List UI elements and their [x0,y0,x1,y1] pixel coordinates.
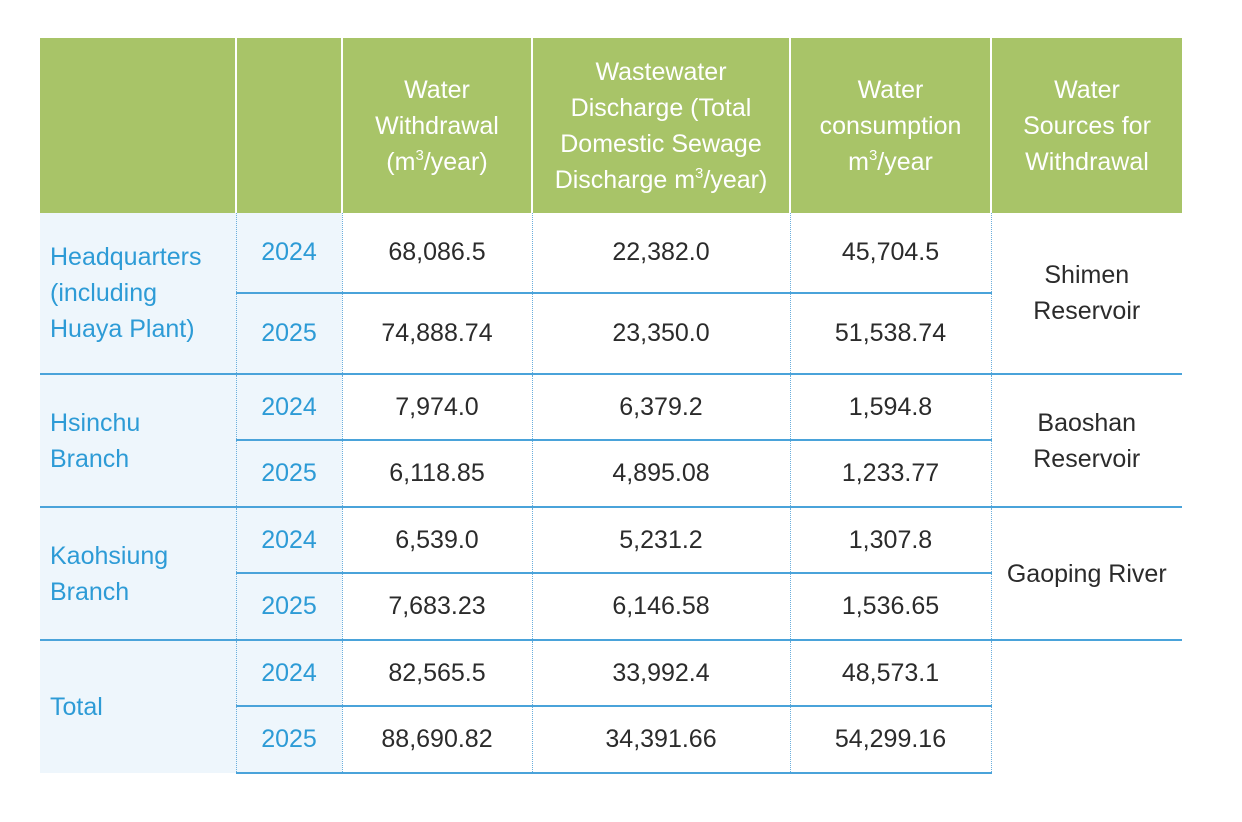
table-row: 2025 7,683.23 6,146.58 1,536.65 [40,572,1182,640]
consumption-cell: 1,594.8 [789,373,991,440]
header-water-consumption: Water consumption m3/year [789,38,991,213]
table-row: 2025 74,888.74 23,350.0 51,538.74 [40,292,1182,374]
consumption-cell: 48,573.1 [789,639,991,706]
withdrawal-cell: 7,974.0 [341,373,532,440]
withdrawal-cell: 82,565.5 [341,639,532,706]
discharge-cell: 4,895.08 [531,439,790,507]
consumption-cell: 54,299.16 [789,705,991,774]
header-water-sources: Water Sources for Withdrawal [990,38,1182,213]
year-cell: 2024 [235,639,342,706]
withdrawal-cell: 88,690.82 [341,705,532,774]
withdrawal-cell: 74,888.74 [341,292,532,374]
year-cell: 2025 [235,572,342,640]
consumption-cell: 1,307.8 [789,506,991,573]
table-row: 2025 88,690.82 34,391.66 54,299.16 [40,705,1182,774]
withdrawal-cell: 68,086.5 [341,213,532,293]
discharge-cell: 34,391.66 [531,705,790,774]
source-shimen-reservoir: Shimen Reservoir [990,213,1182,374]
consumption-cell: 1,233.77 [789,439,991,507]
consumption-cell: 51,538.74 [789,292,991,374]
year-cell: 2024 [235,373,342,440]
discharge-cell: 23,350.0 [531,292,790,374]
discharge-cell: 33,992.4 [531,639,790,706]
table-row: Headquarters (including Huaya Plant) 202… [40,213,1182,374]
entity-hsinchu-branch: Hsinchu Branch [40,373,236,507]
header-year [235,38,342,213]
table-row: Total 2024 82,565.5 33,992.4 48,573.1 [40,639,1182,773]
entity-kaohsiung-branch: Kaohsiung Branch [40,506,236,640]
discharge-cell: 22,382.0 [531,213,790,293]
discharge-cell: 5,231.2 [531,506,790,573]
discharge-cell: 6,379.2 [531,373,790,440]
discharge-cell: 6,146.58 [531,572,790,640]
source-baoshan-reservoir: Baoshan Reservoir [990,373,1182,507]
withdrawal-cell: 6,118.85 [341,439,532,507]
header-row: Water Withdrawal (m3/year) Wastewater Di… [40,38,1182,213]
header-entity [40,38,236,213]
consumption-cell: 45,704.5 [789,213,991,293]
entity-headquarters: Headquarters (including Huaya Plant) [40,213,236,374]
entity-total: Total [40,639,236,773]
withdrawal-cell: 6,539.0 [341,506,532,573]
year-cell: 2024 [235,213,342,293]
consumption-cell: 1,536.65 [789,572,991,640]
header-water-withdrawal: Water Withdrawal (m3/year) [341,38,532,213]
header-wastewater-discharge: Wastewater Discharge (Total Domestic Sew… [531,38,790,213]
source-empty [990,639,1182,773]
source-gaoping-river: Gaoping River [990,506,1182,640]
water-usage-table: Water Withdrawal (m3/year) Wastewater Di… [40,38,1182,774]
table-row: Kaohsiung Branch 2024 6,539.0 5,231.2 1,… [40,506,1182,640]
year-cell: 2025 [235,705,342,774]
table-row: Hsinchu Branch 2024 7,974.0 6,379.2 1,59… [40,373,1182,507]
year-cell: 2025 [235,439,342,507]
year-cell: 2025 [235,292,342,374]
table-row: 2025 6,118.85 4,895.08 1,233.77 [40,439,1182,507]
year-cell: 2024 [235,506,342,573]
withdrawal-cell: 7,683.23 [341,572,532,640]
